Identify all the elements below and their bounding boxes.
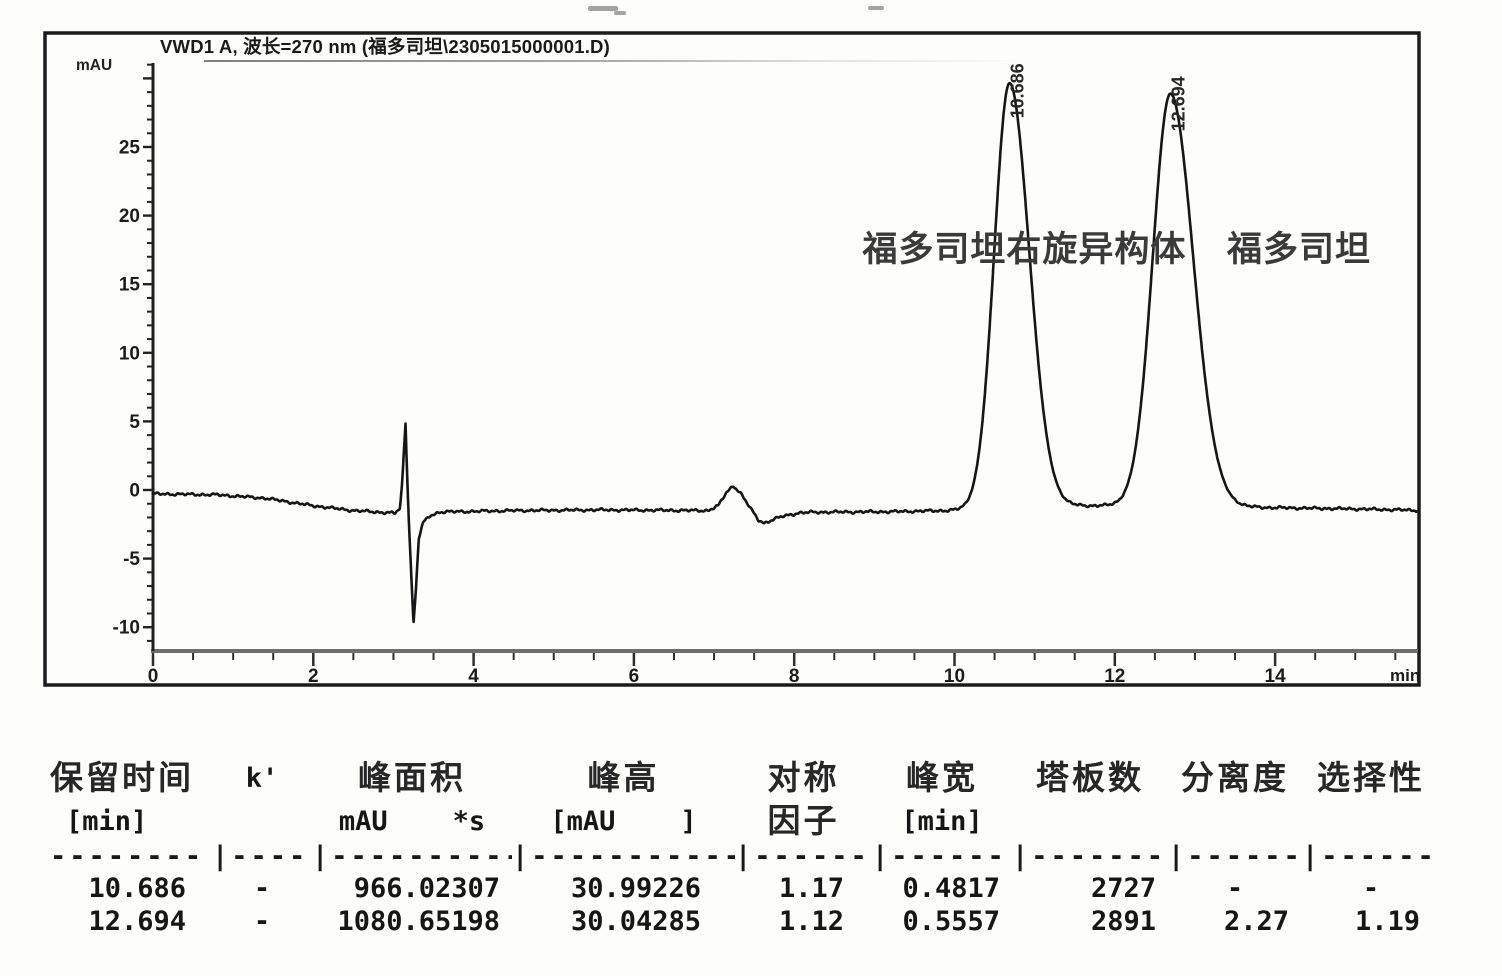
peak-results-table: 保留时间 k' 峰面积 峰高 对称 峰宽 塔板数 分离度 选择性 [min] mAU *s [mAU … bbox=[50, 756, 1440, 938]
header-cell: 选择性 bbox=[1317, 761, 1425, 797]
table-cell: 966.02307 bbox=[353, 873, 500, 904]
header-unit-cell: [mAU ] bbox=[550, 806, 697, 837]
table-cell: 2891 bbox=[1090, 906, 1156, 937]
header-unit-cell: mAU *s bbox=[338, 806, 486, 837]
y-tick-label: 10 bbox=[119, 343, 140, 364]
y-tick-label: 5 bbox=[129, 412, 140, 433]
table-cell: - bbox=[1362, 873, 1380, 904]
peak-annotation-isomer: 福多司坦右旋异构体 bbox=[862, 230, 1187, 270]
header-cell: 对称 bbox=[767, 761, 840, 797]
table-cell: 10.686 bbox=[88, 873, 186, 904]
header-cell: k' bbox=[245, 763, 279, 794]
y-tick-label: 0 bbox=[129, 481, 140, 502]
header-cell: -------- bbox=[50, 842, 205, 872]
table-cell: - bbox=[253, 873, 271, 904]
y-tick-label: 25 bbox=[119, 138, 141, 159]
header-cell: 峰高 bbox=[587, 761, 660, 797]
header-unit-cell bbox=[1302, 802, 1440, 842]
y-axis-unit-label: mAU bbox=[76, 57, 113, 74]
table-cell: 1.17 bbox=[778, 873, 844, 904]
x-axis-unit-label: min bbox=[1390, 666, 1420, 685]
x-axis-ticks bbox=[151, 653, 1397, 666]
header-unit-cell bbox=[212, 802, 312, 842]
table-cell: - bbox=[253, 906, 271, 937]
y-axis-ticks bbox=[143, 63, 153, 642]
header-cell: 塔板数 bbox=[1036, 761, 1144, 797]
scan-artifact bbox=[588, 6, 618, 11]
header-cell: 峰面积 bbox=[358, 761, 466, 797]
table-cell: 1.19 bbox=[1354, 906, 1420, 937]
table-cell: - bbox=[1226, 873, 1244, 904]
header-unit-cell: 因子 bbox=[767, 804, 840, 840]
peak-annotation-main: 福多司坦 bbox=[1227, 230, 1372, 270]
header-unit-cell: [min] bbox=[901, 806, 983, 837]
chart-frame bbox=[43, 31, 1421, 687]
table-cell: 2.27 bbox=[1223, 906, 1289, 937]
x-tick-label: 8 bbox=[789, 666, 800, 687]
table-cell: 30.04285 bbox=[570, 906, 701, 937]
header-cell: |------ bbox=[872, 842, 1007, 872]
header-cell: 保留时间 bbox=[50, 761, 194, 797]
header-cell: 分离度 bbox=[1181, 761, 1289, 797]
table-cell: 12.694 bbox=[88, 906, 186, 937]
header-unit-cell: [min] bbox=[66, 806, 148, 837]
peak-rt-label: 10.686 bbox=[1007, 63, 1027, 118]
table-cell: 2727 bbox=[1090, 873, 1156, 904]
title-underline-rule bbox=[204, 60, 1418, 62]
x-tick-label: 6 bbox=[629, 666, 640, 687]
chromatogram-trace bbox=[151, 81, 1419, 624]
x-axis-labels: 0 2 4 6 8 10 12 14 bbox=[148, 666, 1286, 687]
header-unit-cell bbox=[1168, 802, 1302, 842]
header-unit-cell bbox=[1012, 802, 1168, 842]
x-tick-label: 0 bbox=[148, 666, 159, 687]
y-tick-label: 15 bbox=[119, 275, 141, 296]
header-cell: |------ bbox=[735, 842, 870, 872]
scan-artifact bbox=[614, 11, 626, 15]
scan-artifact bbox=[868, 6, 884, 10]
x-tick-label: 14 bbox=[1265, 666, 1287, 687]
x-tick-label: 10 bbox=[944, 666, 965, 687]
y-tick-label: 20 bbox=[119, 206, 140, 227]
x-tick-label: 4 bbox=[468, 666, 479, 687]
header-cell: |----------- bbox=[512, 842, 735, 872]
table-cell: 0.5557 bbox=[902, 906, 1000, 937]
header-cell: |------- bbox=[1012, 842, 1167, 872]
header-cell: |------ bbox=[1168, 842, 1302, 872]
y-tick-label: -10 bbox=[113, 618, 140, 639]
header-cell: |---------- bbox=[312, 842, 512, 872]
x-tick-label: 2 bbox=[308, 666, 319, 687]
y-axis-labels: 25 20 15 10 5 0 -5 -10 bbox=[113, 138, 141, 639]
table-cell: 30.99226 bbox=[570, 873, 701, 904]
peak-rt-label: 12.694 bbox=[1168, 76, 1188, 131]
x-tick-label: 12 bbox=[1104, 666, 1125, 687]
header-cell: 峰宽 bbox=[906, 761, 978, 797]
table-cell: 1.12 bbox=[778, 906, 844, 937]
header-cell: |------ bbox=[1302, 842, 1437, 872]
y-tick-label: -5 bbox=[123, 549, 140, 570]
header-cell: |----- bbox=[212, 842, 312, 872]
table-cell: 0.4817 bbox=[902, 873, 1000, 904]
table-cell: 1080.65198 bbox=[337, 906, 500, 937]
signal-title: VWD1 A, 波长=270 nm (福多司坦\2305015000001.D) bbox=[160, 36, 610, 57]
